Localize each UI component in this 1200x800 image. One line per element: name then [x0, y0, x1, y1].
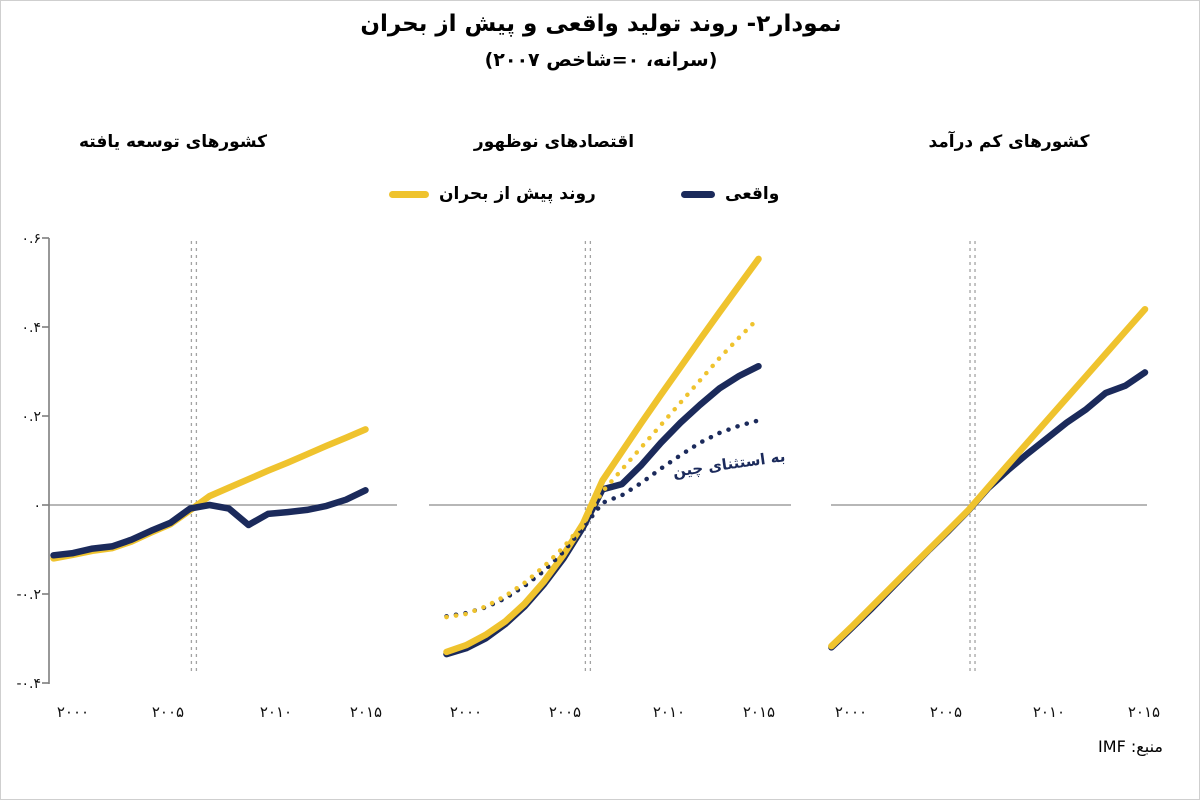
low-income-trend-line — [828, 305, 1149, 650]
y-tick-label: ۰ — [33, 498, 41, 514]
source-label: منبع: IMF — [1098, 737, 1163, 756]
panel-low-income: ۲۰۰۰ ۲۰۰۵ ۲۰۱۰ ۲۰۱۵ — [828, 241, 1160, 721]
y-tick-label: ۰.۶ — [22, 231, 42, 247]
panel-emerging: ۲۰۰۰ ۲۰۰۵ ۲۰۱۰ ۲۰۱۵ — [429, 241, 791, 721]
panel-title-emerging: اقتصادهای نوظهور — [473, 132, 635, 152]
legend-label-actual: واقعی — [725, 184, 780, 204]
legend-label-trend: روند پیش از بحران — [439, 184, 596, 204]
advanced-trend-line — [50, 426, 369, 562]
legend-item-actual: واقعی — [681, 184, 779, 204]
legend-item-trend: روند پیش از بحران — [389, 184, 596, 204]
y-tick-label: ۰.۲ — [22, 409, 42, 425]
emerging-trend-ex-china-line — [444, 315, 761, 620]
page-subtitle: (سرانه، ۰=شاخص ۲۰۰۷) — [484, 49, 718, 71]
emerging-x-tick-label: ۲۰۰۵ — [549, 703, 581, 721]
panel-title-advanced: کشورهای توسعه یافته — [78, 132, 268, 152]
emerging-actual-ex-china-line — [444, 418, 761, 619]
advanced-x-tick-label: ۲۰۱۰ — [260, 703, 292, 721]
panel-advanced: ۰.۶ ۰.۴ ۰.۲ ۰ -۰.۲ -۰.۴ ۲۰۰۰ ۲۰۰۵ ۲۰۱۰ ۲۰۱۵ — [16, 231, 397, 721]
emerging-x-tick-label: ۲۰۰۰ — [450, 703, 482, 721]
y-tick-label: -۰.۲ — [16, 587, 41, 603]
low-income-actual-line — [828, 369, 1149, 651]
page-title: نمودار۲- روند تولید واقعی و پیش از بحران — [360, 11, 842, 37]
low-income-x-tick-label: ۲۰۰۵ — [930, 703, 962, 721]
emerging-trend-line — [443, 255, 762, 656]
trend-line-swatch — [389, 190, 429, 198]
low-income-x-tick-label: ۲۰۱۰ — [1033, 703, 1065, 721]
y-tick-label: -۰.۴ — [16, 676, 41, 692]
emerging-x-tick-label: ۲۰۱۰ — [653, 703, 685, 721]
actual-line-swatch — [681, 190, 715, 198]
emerging-x-tick-label: ۲۰۱۵ — [743, 703, 775, 721]
y-tick-label: ۰.۴ — [22, 320, 42, 336]
low-income-x-tick-label: ۲۰۱۵ — [1128, 703, 1160, 721]
advanced-actual-line — [50, 487, 369, 559]
advanced-x-tick-label: ۲۰۰۵ — [152, 703, 184, 721]
advanced-x-tick-label: ۲۰۱۵ — [350, 703, 382, 721]
low-income-x-tick-label: ۲۰۰۰ — [835, 703, 867, 721]
advanced-x-tick-label: ۲۰۰۰ — [57, 703, 89, 721]
emerging-actual-line — [443, 362, 762, 658]
panel-title-low-income: کشورهای کم درآمد — [928, 132, 1090, 152]
